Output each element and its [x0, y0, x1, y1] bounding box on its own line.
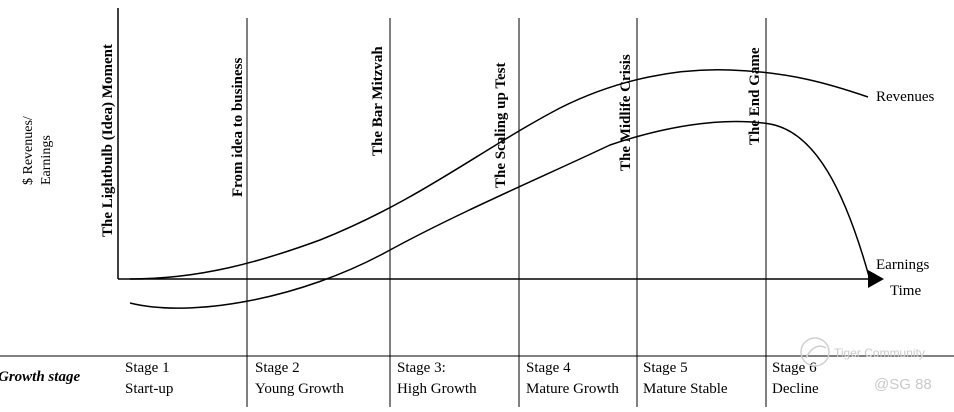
stage-1-number: Stage 1 [125, 360, 170, 376]
moment-title-5: The Midlife Crisis [618, 54, 634, 171]
x-axis-arrowhead [868, 270, 884, 288]
stage-6-name: Decline [772, 381, 819, 397]
stage-2-name: Young Growth [255, 381, 344, 397]
stage-1-name: Start-up [125, 381, 173, 397]
moment-title-4: The Scaling up Test [493, 63, 509, 188]
watermark-handle: @SG 88 [874, 376, 932, 393]
stage-2-number: Stage 2 [255, 360, 300, 376]
earnings-curve [129, 120, 871, 309]
stage-4-number: Stage 4 [526, 360, 571, 376]
earnings-label: Earnings [876, 257, 929, 273]
revenues-curve [129, 69, 869, 280]
moment-title-3: The Bar Mitzvah [370, 46, 386, 156]
growth-stage-label: Growth stage [0, 369, 80, 385]
tiger-logo-icon [800, 337, 830, 367]
moment-title-1: The Lightbulb (Idea) Moment [100, 44, 116, 237]
stage-3-name: High Growth [397, 381, 477, 397]
moment-title-2: From idea to business [230, 58, 246, 197]
tiger-logo-stroke [805, 345, 827, 359]
stage-4-name: Mature Growth [526, 381, 619, 397]
stage-3-number: Stage 3: [397, 360, 446, 376]
watermark-brand: Tiger Community [834, 346, 925, 360]
stage-5-number: Stage 5 [643, 360, 688, 376]
time-label: Time [890, 283, 921, 299]
stage-5-name: Mature Stable [643, 381, 728, 397]
watermark: Tiger Community @SG 88 [800, 337, 932, 393]
moment-title-6: The End Game [747, 47, 763, 145]
y-axis-label-line1: $ Revenues/ [21, 116, 36, 185]
revenues-label: Revenues [876, 89, 934, 105]
y-axis-label-line2: Earnings [39, 135, 54, 185]
stage-6-number: Stage 6 [772, 360, 817, 376]
